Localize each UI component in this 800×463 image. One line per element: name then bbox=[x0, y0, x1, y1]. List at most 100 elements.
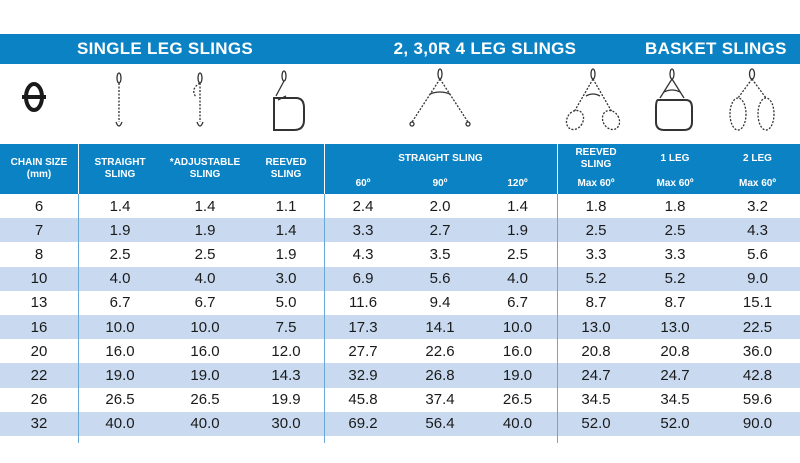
capacity-cell: 10.0 bbox=[105, 318, 135, 336]
capacity-cell: 4.0 bbox=[109, 270, 131, 288]
adjustable-sling-icon bbox=[193, 72, 204, 127]
capacity-cell: 5.0 bbox=[275, 294, 297, 312]
table-row: 26 26.5 26.5 19.9 45.8 37.4 26.5 34.5 34.5 59.6 bbox=[0, 388, 800, 412]
header-divider bbox=[324, 144, 325, 194]
capacity-cell: 5.2 bbox=[585, 270, 607, 288]
capacity-cell: 1.9 bbox=[194, 221, 216, 239]
capacity-cell: 24.7 bbox=[581, 366, 611, 384]
capacity-cell: 40.0 bbox=[502, 415, 533, 433]
capacity-cell: 13.0 bbox=[660, 318, 690, 336]
capacity-cell: 16.0 bbox=[190, 342, 220, 360]
capacity-cell: 9.0 bbox=[747, 270, 768, 288]
header-divider bbox=[557, 144, 558, 194]
capacity-cell: 7.5 bbox=[275, 318, 297, 336]
header-leg2-max: Max 60º bbox=[738, 178, 776, 189]
header-straight-sling: STRAIGHT SLING bbox=[398, 153, 483, 164]
chain-size-cell: 13 bbox=[30, 294, 48, 312]
capacity-cell: 4.3 bbox=[747, 221, 768, 239]
capacity-cell: 2.4 bbox=[352, 197, 374, 215]
one-leg-basket-icon bbox=[655, 68, 693, 131]
capacity-cell: 1.9 bbox=[507, 221, 528, 239]
capacity-cell: 20.8 bbox=[660, 342, 690, 360]
reeved-basket-icon bbox=[565, 68, 621, 131]
capacity-cell: 24.7 bbox=[660, 366, 690, 384]
capacity-cell: 34.5 bbox=[581, 391, 611, 409]
chain-size-cell: 6 bbox=[34, 197, 44, 215]
capacity-cell: 45.8 bbox=[348, 391, 378, 409]
header-basket-reeved-max: Max 60º bbox=[577, 178, 615, 189]
chain-size-cell: 22 bbox=[30, 366, 48, 384]
capacity-cell: 2.7 bbox=[429, 221, 451, 239]
straight-sling-icon bbox=[115, 72, 123, 127]
capacity-cell: 3.3 bbox=[664, 245, 686, 263]
capacity-cell: 1.4 bbox=[194, 197, 216, 215]
icon-row bbox=[0, 64, 800, 144]
capacity-cell: 40.0 bbox=[190, 415, 220, 433]
capacity-cell: 15.1 bbox=[742, 294, 773, 312]
capacity-cell: 37.4 bbox=[425, 391, 455, 409]
capacity-cell: 6.7 bbox=[194, 294, 216, 312]
capacity-cell: 59.6 bbox=[742, 391, 773, 409]
header-angle-90: 90º bbox=[432, 178, 448, 189]
capacity-cell: 22.5 bbox=[742, 318, 773, 336]
capacity-cell: 2.5 bbox=[664, 221, 686, 239]
column-header-band bbox=[0, 144, 800, 194]
capacity-cell: 16.0 bbox=[105, 342, 135, 360]
capacity-cell: 5.2 bbox=[664, 270, 686, 288]
capacity-cell: 30.0 bbox=[271, 415, 301, 433]
capacity-cell: 36.0 bbox=[742, 342, 773, 360]
capacity-cell: 19.9 bbox=[271, 391, 301, 409]
capacity-cell: 3.3 bbox=[585, 245, 607, 263]
header-leg1: 1 LEG bbox=[660, 153, 690, 164]
capacity-cell: 2.0 bbox=[429, 197, 451, 215]
capacity-cell: 1.4 bbox=[109, 197, 131, 215]
capacity-cell: 52.0 bbox=[660, 415, 690, 433]
header-angle-60: 60º bbox=[355, 178, 371, 189]
capacity-cell: 8.7 bbox=[585, 294, 607, 312]
capacity-cell: 1.1 bbox=[275, 197, 297, 215]
chain-size-cell: 20 bbox=[30, 342, 48, 360]
header-adjustable: *ADJUSTABLE SLING bbox=[169, 157, 241, 180]
capacity-cell: 14.3 bbox=[271, 366, 301, 384]
header-leg2: 2 LEG bbox=[743, 153, 772, 164]
capacity-cell: 69.2 bbox=[348, 415, 378, 433]
table-row: 10 4.0 4.0 3.0 6.9 5.6 4.0 5.2 5.2 9.0 bbox=[0, 266, 800, 291]
capacity-cell: 3.3 bbox=[352, 221, 374, 239]
capacity-cell: 42.8 bbox=[742, 366, 773, 384]
capacity-cell: 34.5 bbox=[660, 391, 690, 409]
capacity-cell: 19.0 bbox=[502, 366, 533, 384]
capacity-cell: 40.0 bbox=[105, 415, 135, 433]
two-leg-sling-icon bbox=[409, 68, 471, 127]
capacity-cell: 17.3 bbox=[348, 318, 378, 336]
capacity-cell: 2.5 bbox=[109, 245, 131, 263]
capacity-cell: 5.6 bbox=[747, 245, 768, 263]
capacity-cell: 10.0 bbox=[502, 318, 533, 336]
header-basket-reeved: REEVED SLING bbox=[575, 147, 617, 170]
table-row: 7 1.9 1.9 1.4 3.3 2.7 1.9 2.5 2.5 4.3 bbox=[0, 218, 800, 243]
chain-size-cell: 8 bbox=[34, 245, 44, 263]
capacity-cell: 6.7 bbox=[507, 294, 528, 312]
capacity-cell: 1.4 bbox=[275, 221, 297, 239]
capacity-cell: 27.7 bbox=[348, 342, 378, 360]
column-divider bbox=[78, 194, 79, 443]
capacity-cell: 6.7 bbox=[109, 294, 131, 312]
column-divider bbox=[324, 194, 325, 443]
capacity-cell: 26.5 bbox=[105, 391, 135, 409]
capacity-cell: 26.8 bbox=[425, 366, 455, 384]
capacity-cell: 1.8 bbox=[585, 197, 607, 215]
section-title-single: SINGLE LEG SLINGS bbox=[76, 39, 254, 58]
capacity-cell: 32.9 bbox=[348, 366, 378, 384]
capacity-cell: 1.9 bbox=[275, 245, 297, 263]
capacity-cell: 22.6 bbox=[425, 342, 455, 360]
header-straight: STRAIGHT SLING bbox=[94, 157, 146, 180]
capacity-cell: 2.5 bbox=[507, 245, 528, 263]
capacity-cell: 13.0 bbox=[581, 318, 611, 336]
chain-size-cell: 7 bbox=[34, 221, 44, 239]
capacity-cell: 9.4 bbox=[429, 294, 451, 312]
table-row: 13 6.7 6.7 5.0 11.6 9.4 6.7 8.7 8.7 15.1 bbox=[0, 291, 800, 315]
capacity-cell: 14.1 bbox=[425, 318, 455, 336]
capacity-cell: 11.6 bbox=[348, 294, 378, 312]
table-row: 20 16.0 16.0 12.0 27.7 22.6 16.0 20.8 20.8 36.0 bbox=[0, 339, 800, 363]
header-angle-120: 120º bbox=[507, 178, 528, 189]
capacity-cell: 8.7 bbox=[664, 294, 686, 312]
